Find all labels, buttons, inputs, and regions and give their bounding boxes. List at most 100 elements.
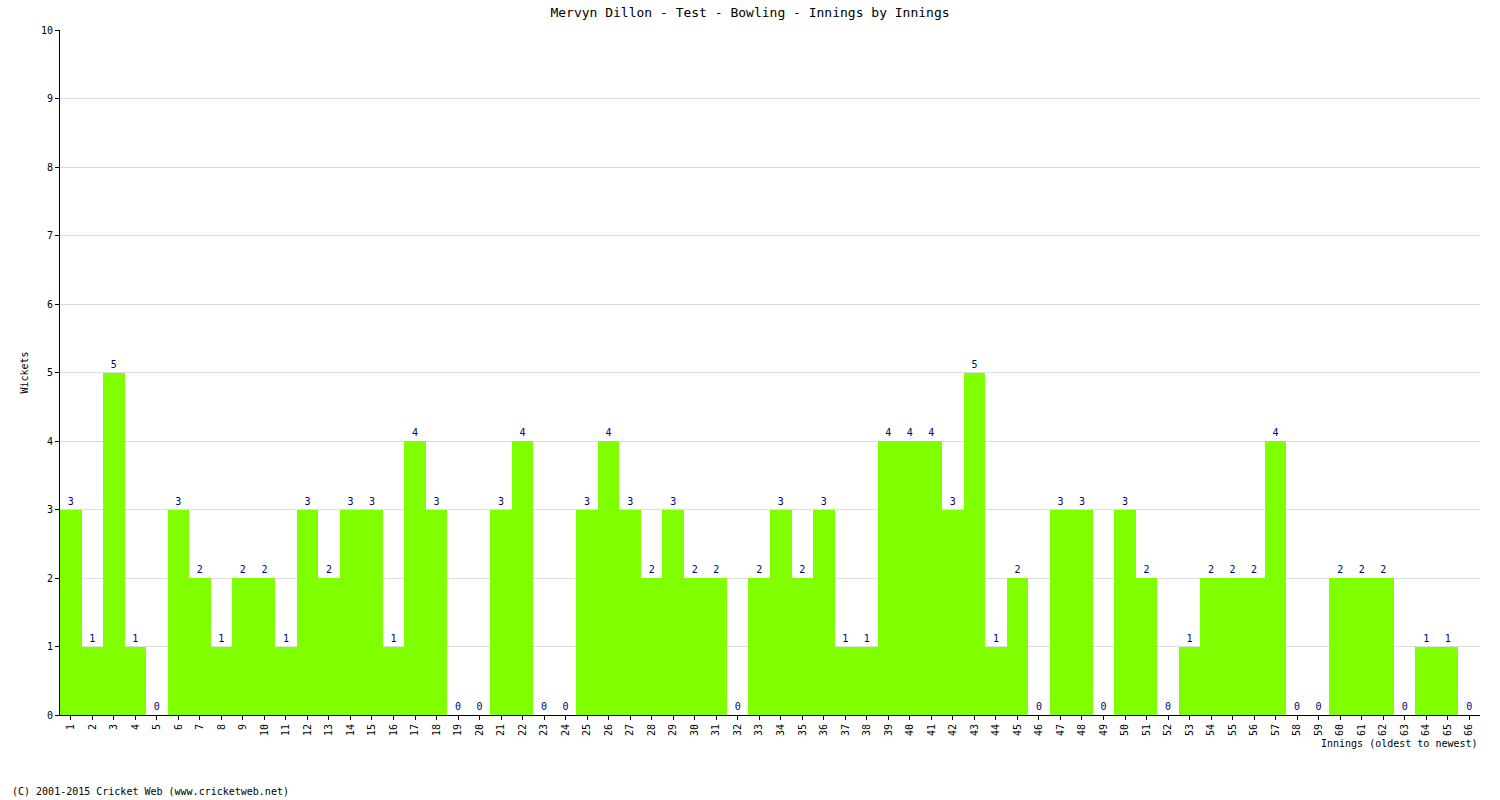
svg-text:2: 2 — [1380, 564, 1386, 575]
svg-text:9: 9 — [47, 93, 53, 104]
svg-text:41: 41 — [926, 724, 937, 736]
svg-text:36: 36 — [818, 724, 829, 736]
svg-text:34: 34 — [775, 724, 786, 736]
svg-text:19: 19 — [452, 724, 463, 736]
svg-text:3: 3 — [1122, 496, 1128, 507]
svg-text:2: 2 — [1251, 564, 1257, 575]
svg-text:Innings (oldest to newest): Innings (oldest to newest) — [1321, 738, 1478, 749]
svg-text:1: 1 — [390, 633, 396, 644]
svg-text:1: 1 — [864, 633, 870, 644]
svg-text:20: 20 — [474, 724, 485, 736]
svg-text:7: 7 — [194, 724, 205, 730]
svg-text:31: 31 — [710, 724, 721, 736]
svg-text:21: 21 — [495, 724, 506, 736]
svg-text:4: 4 — [907, 427, 913, 438]
svg-text:1: 1 — [218, 633, 224, 644]
svg-text:3: 3 — [498, 496, 504, 507]
svg-text:3: 3 — [369, 496, 375, 507]
svg-text:29: 29 — [667, 724, 678, 736]
svg-text:3: 3 — [347, 496, 353, 507]
svg-text:64: 64 — [1420, 724, 1431, 736]
svg-text:0: 0 — [541, 701, 547, 712]
svg-text:1: 1 — [1423, 633, 1429, 644]
svg-text:(C) 2001-2015 Cricket Web (www: (C) 2001-2015 Cricket Web (www.cricketwe… — [12, 786, 289, 797]
svg-text:2: 2 — [649, 564, 655, 575]
svg-text:26: 26 — [603, 724, 614, 736]
svg-text:10: 10 — [259, 724, 270, 736]
svg-text:2: 2 — [87, 724, 98, 730]
svg-text:3: 3 — [108, 724, 119, 730]
svg-text:4: 4 — [606, 427, 612, 438]
svg-text:5: 5 — [111, 359, 117, 370]
svg-text:49: 49 — [1098, 724, 1109, 736]
svg-text:2: 2 — [1359, 564, 1365, 575]
svg-text:23: 23 — [538, 724, 549, 736]
svg-text:Mervyn Dillon - Test - Bowling: Mervyn Dillon - Test - Bowling - Innings… — [550, 5, 949, 20]
svg-text:54: 54 — [1205, 724, 1216, 736]
svg-text:3: 3 — [584, 496, 590, 507]
svg-text:6: 6 — [173, 724, 184, 730]
svg-text:61: 61 — [1356, 724, 1367, 736]
svg-text:32: 32 — [732, 724, 743, 736]
svg-text:6: 6 — [47, 299, 53, 310]
svg-text:47: 47 — [1055, 724, 1066, 736]
svg-text:44: 44 — [990, 724, 1001, 736]
svg-text:0: 0 — [154, 701, 160, 712]
svg-text:3: 3 — [950, 496, 956, 507]
svg-text:3: 3 — [821, 496, 827, 507]
svg-text:27: 27 — [624, 724, 635, 736]
svg-text:3: 3 — [304, 496, 310, 507]
svg-text:0: 0 — [1165, 701, 1171, 712]
svg-text:2: 2 — [1143, 564, 1149, 575]
svg-text:3: 3 — [627, 496, 633, 507]
svg-text:2: 2 — [326, 564, 332, 575]
svg-text:66: 66 — [1463, 724, 1474, 736]
svg-text:2: 2 — [1337, 564, 1343, 575]
svg-text:0: 0 — [455, 701, 461, 712]
svg-text:28: 28 — [646, 724, 657, 736]
svg-text:2: 2 — [1014, 564, 1020, 575]
svg-text:9: 9 — [237, 724, 248, 730]
svg-text:59: 59 — [1313, 724, 1324, 736]
svg-text:0: 0 — [477, 701, 483, 712]
svg-text:10: 10 — [41, 25, 53, 36]
svg-text:0: 0 — [563, 701, 569, 712]
svg-text:2: 2 — [799, 564, 805, 575]
svg-text:1: 1 — [1187, 633, 1193, 644]
svg-text:62: 62 — [1377, 724, 1388, 736]
svg-text:40: 40 — [904, 724, 915, 736]
svg-text:5: 5 — [971, 359, 977, 370]
svg-text:45: 45 — [1012, 724, 1023, 736]
svg-text:2: 2 — [197, 564, 203, 575]
svg-text:37: 37 — [840, 724, 851, 736]
svg-text:0: 0 — [47, 710, 53, 721]
svg-text:1: 1 — [132, 633, 138, 644]
svg-text:0: 0 — [1466, 701, 1472, 712]
svg-text:60: 60 — [1334, 724, 1345, 736]
svg-text:4: 4 — [885, 427, 891, 438]
svg-text:56: 56 — [1248, 724, 1259, 736]
svg-text:50: 50 — [1119, 724, 1130, 736]
svg-text:55: 55 — [1227, 724, 1238, 736]
svg-text:0: 0 — [1316, 701, 1322, 712]
svg-text:46: 46 — [1033, 724, 1044, 736]
svg-text:43: 43 — [969, 724, 980, 736]
svg-text:3: 3 — [1057, 496, 1063, 507]
svg-text:4: 4 — [928, 427, 934, 438]
svg-text:4: 4 — [520, 427, 526, 438]
svg-text:58: 58 — [1291, 724, 1302, 736]
svg-text:1: 1 — [842, 633, 848, 644]
svg-text:3: 3 — [670, 496, 676, 507]
svg-text:3: 3 — [175, 496, 181, 507]
svg-text:1: 1 — [89, 633, 95, 644]
svg-text:16: 16 — [388, 724, 399, 736]
svg-text:52: 52 — [1162, 724, 1173, 736]
svg-text:38: 38 — [861, 724, 872, 736]
svg-text:0: 0 — [1036, 701, 1042, 712]
svg-text:14: 14 — [345, 724, 356, 736]
svg-text:4: 4 — [130, 724, 141, 730]
svg-text:65: 65 — [1442, 724, 1453, 736]
svg-text:1: 1 — [1445, 633, 1451, 644]
svg-text:3: 3 — [778, 496, 784, 507]
svg-text:30: 30 — [689, 724, 700, 736]
